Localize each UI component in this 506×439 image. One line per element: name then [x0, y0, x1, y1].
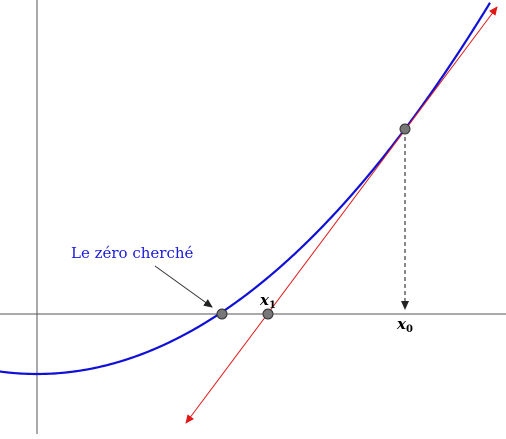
x0-label: x0 — [396, 315, 413, 335]
x0-label-main: x — [396, 315, 407, 333]
x1-label-sub: 1 — [269, 300, 276, 311]
zero-label: Le zéro cherché — [71, 244, 194, 262]
zero-pointer-arrow — [154, 265, 213, 308]
zero-point — [216, 308, 228, 320]
x1-label: x1 — [259, 291, 276, 311]
x1-label-main: x — [259, 291, 270, 309]
curve-point-at-x0 — [399, 123, 411, 135]
tangent-line — [185, 6, 498, 424]
x1-point — [262, 308, 274, 320]
x0-label-sub: 0 — [406, 324, 413, 335]
function-curve — [0, 2, 491, 376]
